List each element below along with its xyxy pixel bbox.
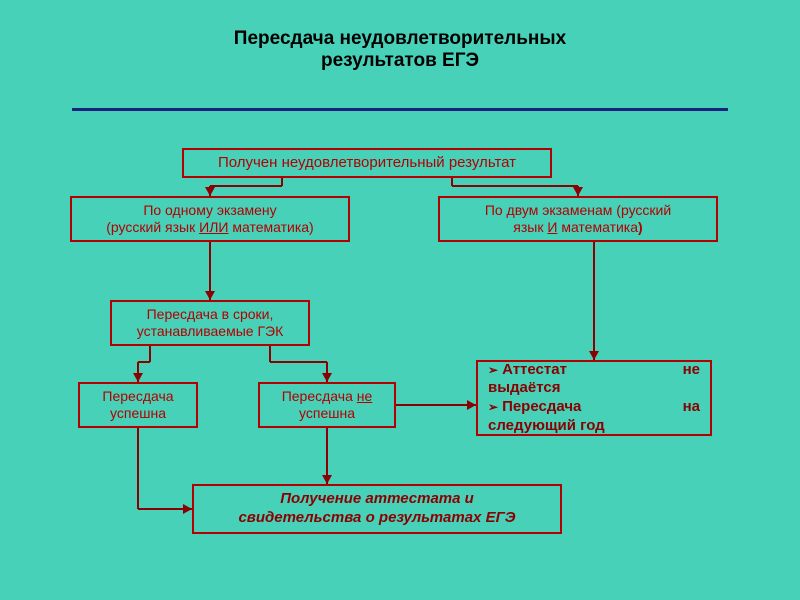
final-line2: свидетельства о результатах ЕГЭ (238, 509, 515, 528)
two-exam-line2: язык И математика) (513, 219, 642, 237)
title-line-2: результатов ЕГЭ (0, 50, 800, 72)
deadline-line1: Пересдача в сроки, (147, 306, 274, 324)
final-line1: Получение аттестата и (280, 490, 474, 509)
two-exam-line1: По двум экзаменам (русский (485, 202, 671, 220)
title-line-1: Пересдача неудовлетворительных (0, 28, 800, 50)
node-deadline: Пересдача в сроки, устанавливаемые ГЭК (110, 300, 310, 346)
node-success: Пересдача успешна (78, 382, 198, 428)
node-one-exam: По одному экзамену (русский язык ИЛИ мат… (70, 196, 350, 242)
nocert-item2: ➢Пересдача на (488, 398, 710, 417)
success-line1: Пересдача (102, 388, 173, 406)
node-start: Получен неудовлетворительный результат (182, 148, 552, 178)
node-no-certificate: ➢Аттестат не выдаётся ➢Пересдача на след… (476, 360, 712, 436)
success-line2: успешна (110, 405, 166, 423)
page-title: Пересдача неудовлетворительных результат… (0, 28, 800, 72)
divider-line (72, 108, 728, 111)
nocert-item2-cont: следующий год (488, 417, 710, 436)
one-exam-line1: По одному экзамену (143, 202, 276, 220)
fail-line2: успешна (299, 405, 355, 423)
node-fail: Пересдача не успешна (258, 382, 396, 428)
fail-line1: Пересдача не (282, 388, 373, 406)
one-exam-line2: (русский язык ИЛИ математика) (106, 219, 313, 237)
flowchart-canvas: Пересдача неудовлетворительных результат… (0, 0, 800, 600)
node-two-exam: По двум экзаменам (русский язык И матема… (438, 196, 718, 242)
nocert-item1-cont: выдаётся (488, 379, 710, 398)
node-start-text: Получен неудовлетворительный результат (218, 154, 516, 173)
node-final: Получение аттестата и свидетельства о ре… (192, 484, 562, 534)
nocert-item1: ➢Аттестат не (488, 361, 710, 380)
deadline-line2: устанавливаемые ГЭК (137, 323, 284, 341)
